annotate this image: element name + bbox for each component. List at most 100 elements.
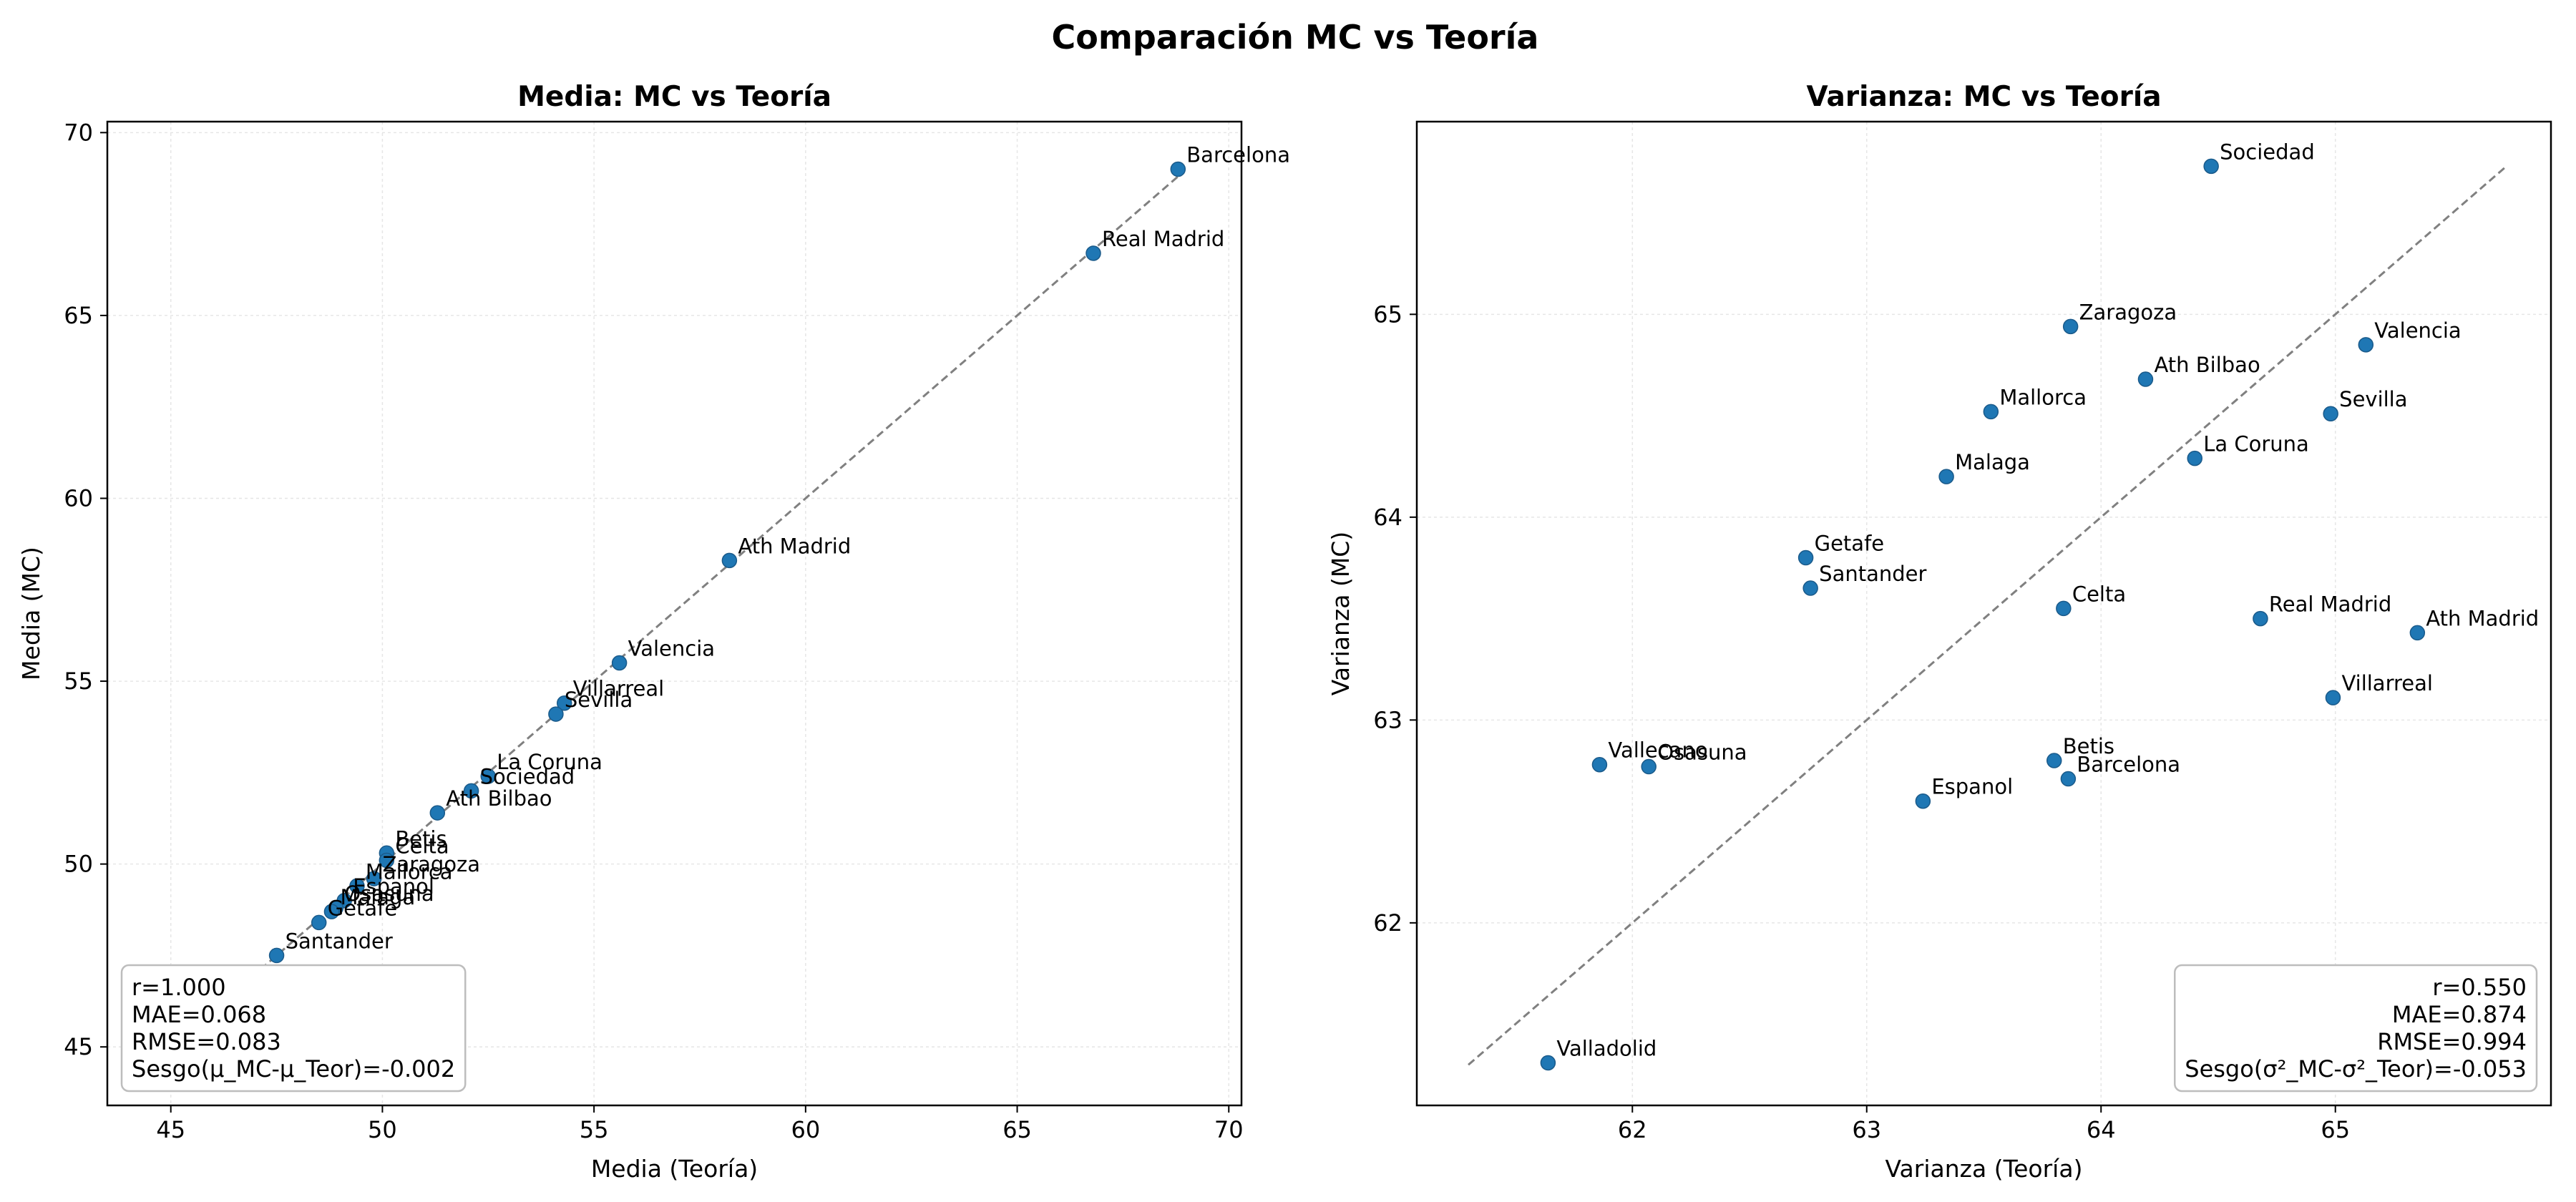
point-label: Ath Bilbao [2154, 353, 2260, 377]
identity-line [250, 175, 1179, 979]
y-tick-label: 60 [64, 484, 93, 512]
scatter-point [2187, 450, 2202, 466]
scatter-point [2409, 625, 2426, 641]
point-label: Ath Madrid [738, 534, 851, 558]
y-tick-label: 70 [64, 119, 93, 146]
stats-line: Sesgo(σ²_MC-σ²_Teor)=-0.053 [2185, 1055, 2527, 1083]
x-tick-label: 62 [1618, 1116, 1647, 1143]
point-label: Zaragoza [383, 852, 480, 876]
point-label: Valladolid [1556, 1036, 1657, 1060]
point-label: Espanol [353, 874, 434, 899]
point-label: Ath Bilbao [446, 786, 552, 811]
y-tick-label: 45 [64, 1033, 93, 1060]
x-tick-label: 60 [791, 1116, 820, 1143]
stats-line: r=1.000 [132, 974, 226, 1001]
point-label: Santander [286, 929, 393, 953]
stats-box [2174, 964, 2538, 1093]
scatter-point [1802, 580, 1818, 596]
scatter-point [268, 947, 285, 964]
panel-varianza: Sociedad Zaragoza Valencia Ath Bilbao Mallor… [1327, 81, 2552, 1183]
y-tick-label: 65 [1373, 300, 1402, 328]
scatter-point [323, 904, 340, 919]
scatter-point [2060, 771, 2077, 787]
scatter-point [1085, 245, 1101, 261]
point-label: Zaragoza [2079, 300, 2177, 324]
scatter-point [1170, 161, 1186, 177]
scatter-point [721, 552, 738, 569]
stats-line: Sesgo(μ_MC-μ_Teor)=-0.002 [132, 1055, 455, 1083]
point-label: Malaga [340, 885, 415, 909]
stats-line: RMSE=0.083 [132, 1028, 281, 1055]
y-tick-label: 62 [1373, 909, 1402, 937]
x-tick-label: 64 [2087, 1116, 2116, 1143]
panel-title: Media: MC vs Teoría [517, 81, 831, 113]
point-label: Valencia [628, 637, 715, 661]
point-label: La Coruna [2203, 432, 2309, 456]
x-tick-label: 70 [1214, 1116, 1244, 1143]
x-tick-label: 65 [2321, 1116, 2350, 1143]
y-axis-label: Varianza (MC) [1327, 532, 1355, 695]
point-label: Barcelona [1186, 142, 1290, 167]
point-label: Ath Madrid [2426, 606, 2539, 630]
point-label: Getafe [1815, 532, 1885, 556]
scatter-point [311, 914, 327, 931]
point-label: Betis [395, 826, 447, 851]
point-label: Malaga [1955, 450, 2030, 474]
point-label: Mallorca [366, 859, 453, 884]
scatter-point [2358, 337, 2374, 353]
point-label: Valencia [2374, 318, 2461, 343]
scatter-point [1540, 1055, 1556, 1071]
point-label: Sociedad [480, 764, 575, 788]
point-label: Espanol [1931, 775, 2013, 799]
point-label: Sociedad [2220, 140, 2315, 164]
x-tick-label: 45 [156, 1116, 185, 1143]
y-tick-label: 50 [64, 851, 93, 878]
scatter-point [379, 852, 395, 869]
stats-line: r=0.550 [2432, 974, 2527, 1001]
point-label: Villarreal [2341, 671, 2433, 695]
scatter-point [1797, 549, 1814, 566]
y-tick-label: 64 [1373, 504, 1402, 531]
scatter-point [1591, 756, 1608, 773]
scatter-point [2323, 406, 2338, 421]
scatter-point [429, 805, 446, 821]
scatter-point [2062, 318, 2079, 335]
x-tick-label: 50 [368, 1116, 397, 1143]
point-label: Barcelona [2077, 753, 2180, 777]
panel-media: Barcelona Real Madrid Ath Madrid Valencia Vi… [17, 81, 1290, 1183]
x-tick-label: 55 [580, 1116, 609, 1143]
scatter-point [2203, 158, 2219, 175]
scatter-point [349, 878, 365, 894]
axes-frame [1415, 120, 2552, 1107]
point-label: Getafe [328, 896, 398, 920]
point-label: Mallorca [1999, 385, 2087, 409]
scatter-point [1915, 793, 1931, 809]
point-label: Betis [2063, 734, 2114, 758]
scatter-point [2056, 600, 2072, 617]
point-label: Vallecano [1608, 738, 1707, 763]
scatter-point [2046, 753, 2062, 768]
figure-title: Comparación MC vs Teoría [1052, 18, 1539, 57]
scatter-point [480, 768, 497, 784]
scatter-point [556, 695, 572, 711]
scatter-point [1641, 758, 1657, 775]
point-label: Celta [2072, 582, 2126, 606]
y-tick-label: 55 [64, 668, 93, 695]
scatter-point [1938, 469, 1954, 484]
stats-line: MAE=0.068 [132, 1001, 266, 1028]
point-label: Real Madrid [1102, 227, 1224, 251]
x-axis-label: Varianza (Teoría) [1885, 1155, 2083, 1183]
point-label: Santander [1819, 562, 1926, 586]
point-label: Sevilla [565, 688, 633, 712]
stats-line: RMSE=0.994 [2377, 1028, 2527, 1055]
panel-title: Varianza: MC vs Teoría [1806, 81, 2161, 113]
x-axis-label: Media (Teoría) [591, 1155, 758, 1183]
identity-line [1468, 165, 2507, 1066]
x-tick-label: 65 [1002, 1116, 1032, 1143]
point-label: La Coruna [497, 750, 602, 774]
scatter-point [611, 655, 628, 671]
scatter-point [2253, 610, 2268, 627]
axes-frame [106, 120, 1243, 1107]
scatter-point [2137, 371, 2154, 387]
